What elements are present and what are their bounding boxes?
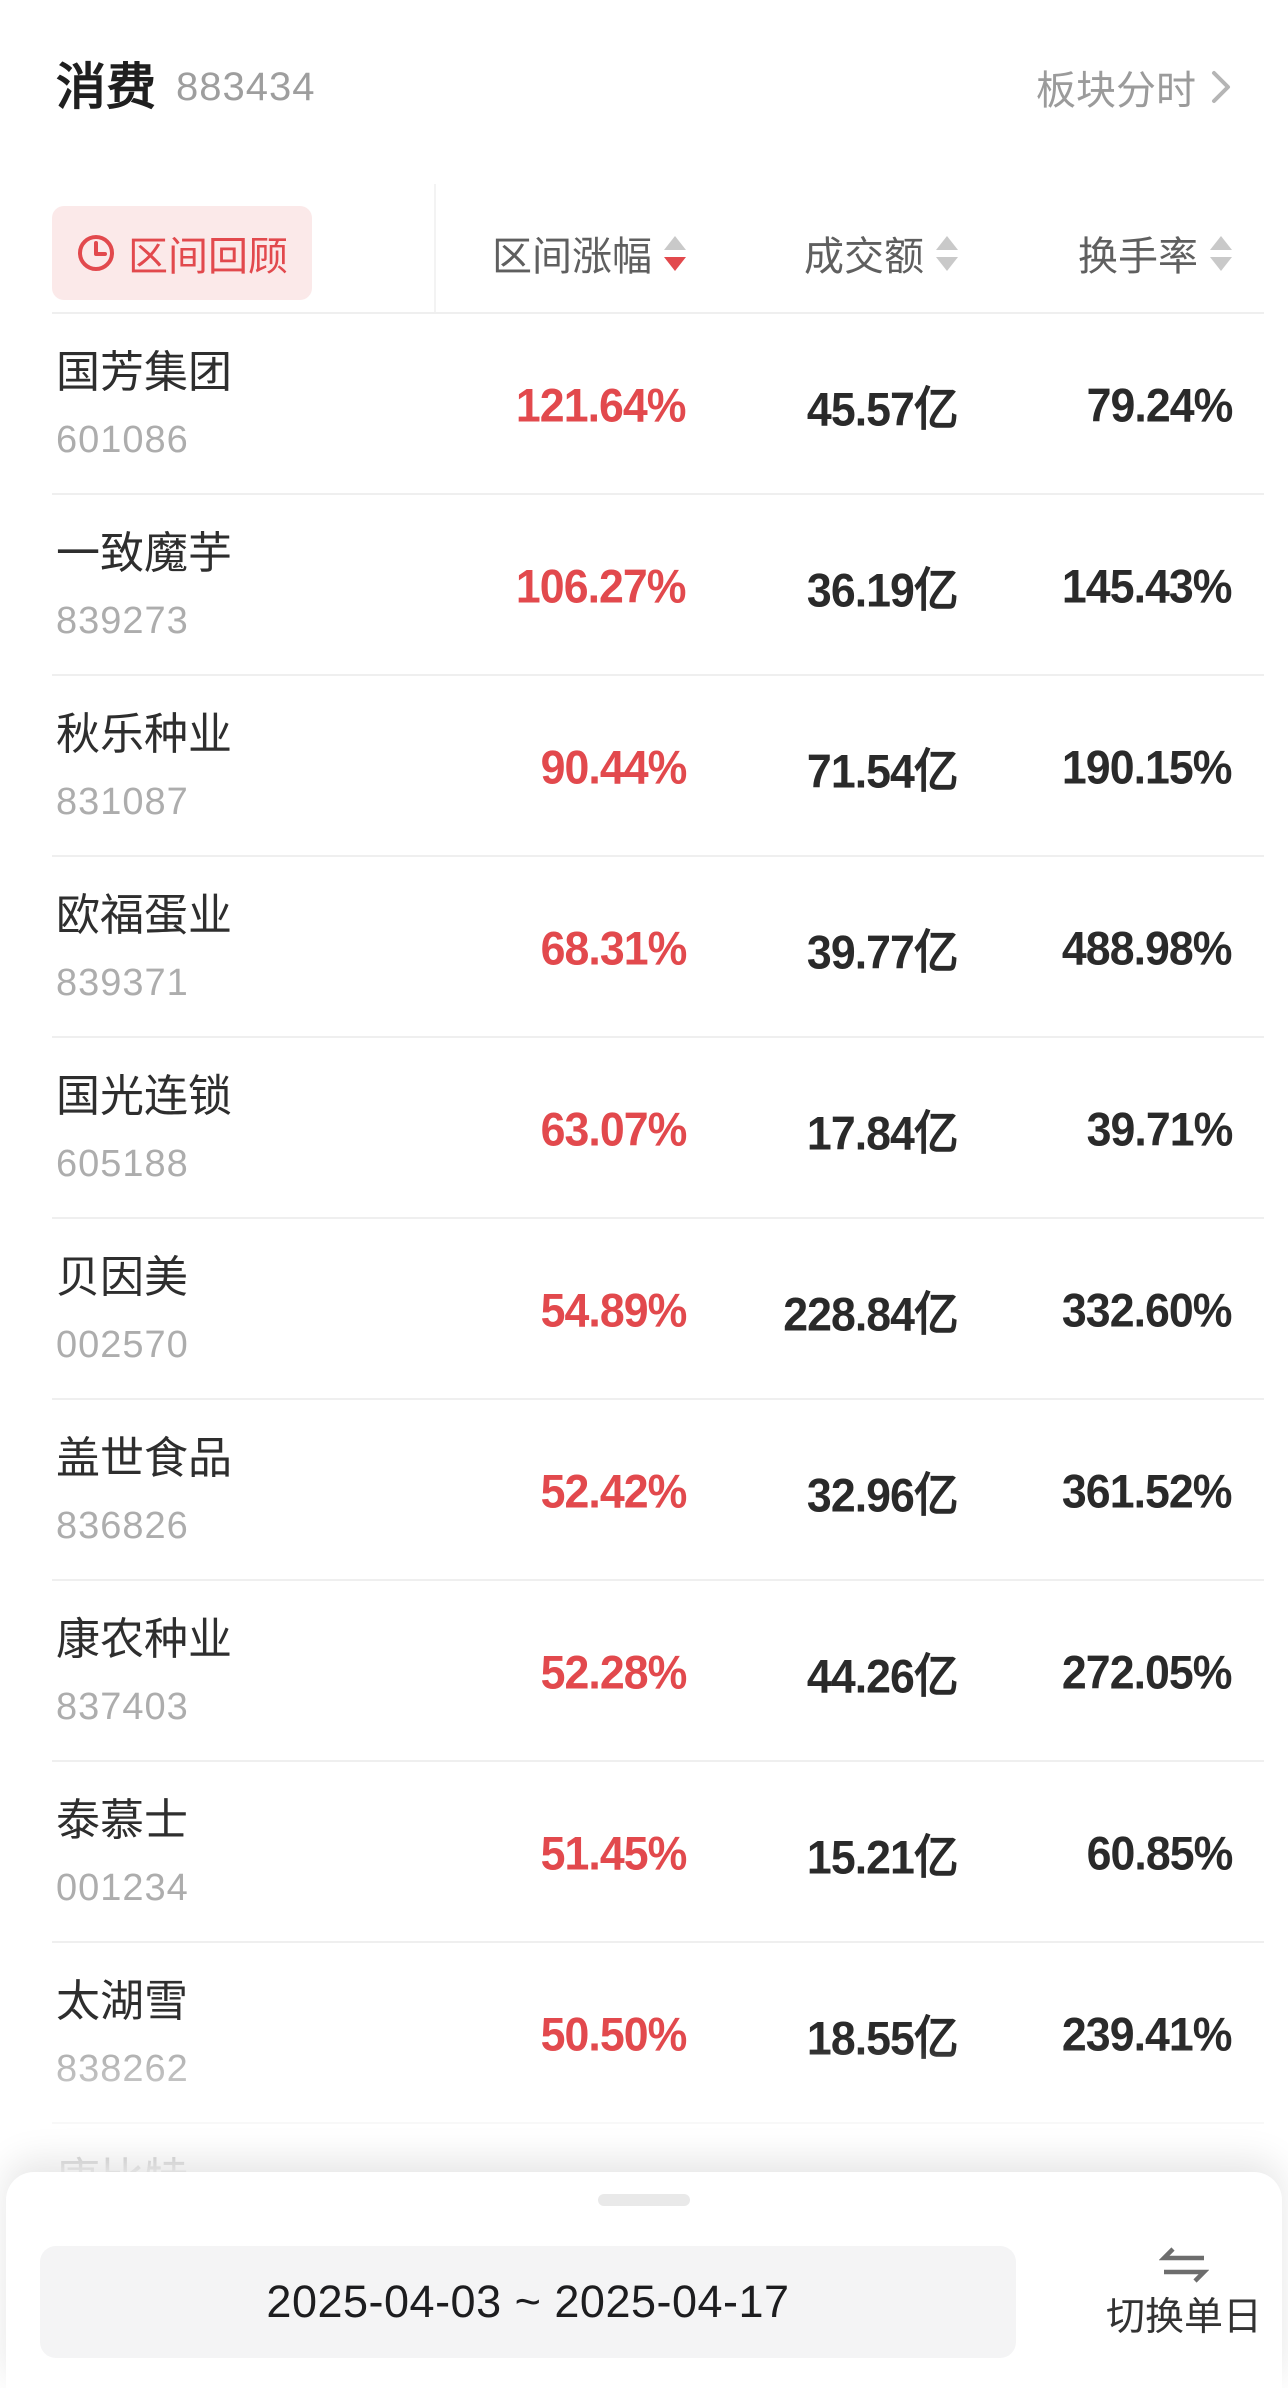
turnover-rate-value: 239.41% [1062, 2007, 1233, 2060]
date-range-value: 2025-04-03 ~ 2025-04-17 [266, 2276, 790, 2327]
turnover-amount-value: 18.55亿 [807, 2011, 959, 2064]
drag-handle[interactable] [598, 2194, 690, 2206]
range-review-button[interactable]: 区间回顾 [52, 206, 312, 300]
table-row[interactable]: 国芳集团 601086 121.64% 45.57亿 79.24% [0, 314, 1288, 495]
table-row[interactable]: 秋乐种业 831087 90.44% 71.54亿 190.15% [0, 676, 1288, 857]
column-header-turnover-label: 成交额 [804, 235, 924, 279]
stock-code: 839273 [56, 599, 189, 642]
table-row[interactable]: 一致魔芋 839273 106.27% 36.19亿 145.43% [0, 495, 1288, 676]
stock-name: 康农种业 [56, 1614, 232, 1664]
table-row[interactable]: 盖世食品 836826 52.42% 32.96亿 361.52% [0, 1400, 1288, 1581]
switch-single-day-label: 切换单日 [1106, 2296, 1263, 2339]
turnover-rate-value: 332.60% [1062, 1283, 1233, 1336]
stock-code: 831087 [56, 780, 189, 823]
table-header-row: 区间回顾 区间涨幅 成交额 换手率 [0, 184, 1288, 314]
turnover-amount-value: 15.21亿 [807, 1830, 959, 1883]
turnover-amount-value: 36.19亿 [807, 563, 959, 616]
range-change-value: 52.42% [540, 1464, 687, 1517]
clock-icon [78, 235, 114, 271]
date-range-picker[interactable]: 2025-04-03 ~ 2025-04-17 [40, 2246, 1016, 2358]
turnover-rate-value: 190.15% [1062, 740, 1233, 793]
turnover-rate-value: 361.52% [1062, 1464, 1233, 1517]
stock-list: 国芳集团 601086 121.64% 45.57亿 79.24% 一致魔芋 8… [0, 314, 1288, 2124]
sort-arrows-icon [664, 235, 686, 271]
turnover-rate-value: 79.24% [1086, 378, 1233, 431]
bottom-sheet: 2025-04-03 ~ 2025-04-17 切换单日 [6, 2172, 1282, 2388]
turnover-amount-value: 71.54亿 [807, 744, 959, 797]
range-review-label: 区间回顾 [128, 235, 288, 279]
table-row[interactable]: 欧福蛋业 839371 68.31% 39.77亿 488.98% [0, 857, 1288, 1038]
column-header-rate[interactable]: 换手率 [1078, 224, 1232, 282]
column-header-turnover[interactable]: 成交额 [804, 224, 958, 282]
turnover-amount-value: 17.84亿 [807, 1106, 959, 1159]
stock-code: 836826 [56, 1504, 189, 1547]
turnover-amount-value: 44.26亿 [807, 1649, 959, 1702]
range-change-value: 50.50% [540, 2007, 687, 2060]
turnover-amount-value: 39.77亿 [807, 925, 959, 978]
stock-name: 太湖雪 [56, 1976, 188, 2026]
stock-name: 国光连锁 [56, 1071, 232, 1121]
stock-name: 秋乐种业 [56, 709, 232, 759]
swap-arrows-icon [1159, 2247, 1209, 2283]
page-title: 消费 [56, 59, 156, 115]
turnover-rate-value: 39.71% [1086, 1102, 1233, 1155]
stock-code: 605188 [56, 1142, 189, 1185]
stock-code: 601086 [56, 418, 189, 461]
sector-intraday-label: 板块分时 [1036, 69, 1196, 113]
stock-name: 欧福蛋业 [56, 890, 232, 940]
stock-code: 837403 [56, 1685, 189, 1728]
column-header-change[interactable]: 区间涨幅 [492, 224, 686, 282]
range-change-value: 63.07% [540, 1102, 687, 1155]
turnover-rate-value: 145.43% [1062, 559, 1233, 612]
range-change-value: 90.44% [540, 740, 687, 793]
chevron-right-icon [1212, 71, 1230, 103]
turnover-amount-value: 228.84亿 [783, 1287, 959, 1340]
stock-name: 国芳集团 [56, 347, 232, 397]
table-row[interactable]: 泰慕士 001234 51.45% 15.21亿 60.85% [0, 1762, 1288, 1943]
sector-intraday-link[interactable]: 板块分时 [1036, 58, 1232, 116]
stock-code: 002570 [56, 1323, 189, 1366]
range-change-value: 54.89% [540, 1283, 687, 1336]
stock-name: 一致魔芋 [56, 528, 232, 578]
range-change-value: 106.27% [516, 559, 687, 612]
sort-arrows-icon [1210, 235, 1232, 271]
sector-index-code: 883434 [176, 65, 316, 109]
table-row[interactable]: 太湖雪 838262 50.50% 18.55亿 239.41% [0, 1943, 1288, 2124]
switch-single-day-button[interactable]: 切换单日 [1106, 2246, 1262, 2337]
turnover-rate-value: 272.05% [1062, 1645, 1233, 1698]
sort-arrows-icon [936, 235, 958, 271]
stock-name: 贝因美 [56, 1252, 188, 1302]
turnover-rate-value: 60.85% [1086, 1826, 1233, 1879]
range-change-value: 52.28% [540, 1645, 687, 1698]
table-row[interactable]: 贝因美 002570 54.89% 228.84亿 332.60% [0, 1219, 1288, 1400]
table-row[interactable]: 国光连锁 605188 63.07% 17.84亿 39.71% [0, 1038, 1288, 1219]
stock-code: 839371 [56, 961, 189, 1004]
stock-code: 001234 [56, 1866, 189, 1909]
column-header-rate-label: 换手率 [1078, 235, 1198, 279]
stock-name: 泰慕士 [56, 1795, 188, 1845]
range-change-value: 121.64% [516, 378, 687, 431]
range-change-value: 51.45% [540, 1826, 687, 1879]
column-header-change-label: 区间涨幅 [492, 235, 652, 279]
table-row[interactable]: 康农种业 837403 52.28% 44.26亿 272.05% [0, 1581, 1288, 1762]
turnover-amount-value: 45.57亿 [807, 382, 959, 435]
turnover-amount-value: 32.96亿 [807, 1468, 959, 1521]
app-header: 消费 883434 板块分时 [0, 0, 1288, 130]
turnover-rate-value: 488.98% [1062, 921, 1233, 974]
range-change-value: 68.31% [540, 921, 687, 974]
stock-name: 盖世食品 [56, 1433, 232, 1483]
